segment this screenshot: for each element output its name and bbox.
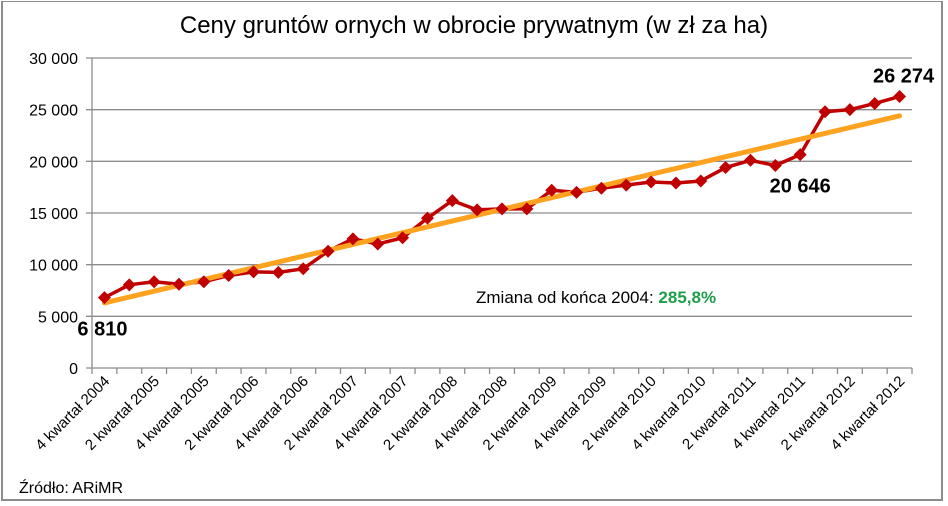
diamond-marker (793, 148, 807, 162)
diamond-marker (495, 202, 509, 216)
diamond-marker (396, 231, 410, 245)
diamond-marker (271, 265, 285, 279)
change-annotation: Zmiana od końca 2004: 285,8% (476, 288, 716, 308)
data-label: 20 646 (770, 176, 831, 198)
diamond-marker (868, 96, 882, 110)
y-tick-label: 10 000 (29, 258, 78, 275)
diamond-marker (147, 275, 161, 289)
diamond-marker (818, 105, 832, 119)
y-tick-label: 20 000 (29, 154, 78, 171)
y-tick-label: 30 000 (29, 51, 78, 68)
diamond-marker (619, 178, 633, 192)
diamond-marker (172, 277, 186, 291)
diamond-marker (893, 90, 907, 104)
diamond-marker (470, 203, 484, 217)
diamond-marker (321, 244, 335, 258)
diamond-marker (222, 269, 236, 283)
change-percent: 285,8% (658, 288, 717, 307)
diamond-marker (520, 202, 534, 216)
diamond-marker (296, 262, 310, 276)
diamond-marker (122, 278, 136, 292)
diamond-marker (843, 103, 857, 117)
diamond-marker (371, 237, 385, 251)
diamond-marker (594, 181, 608, 195)
diamond-marker (644, 175, 658, 189)
y-tick-label: 0 (69, 361, 78, 378)
change-annotation-text: Zmiana od końca 2004: (476, 288, 659, 307)
diamond-marker (346, 232, 360, 246)
diamond-marker (719, 161, 733, 175)
y-tick-label: 5 000 (38, 309, 78, 326)
diamond-marker (694, 174, 708, 188)
diamond-marker (247, 265, 261, 279)
source-label: Źródło: ARiMR (19, 480, 124, 497)
diamond-marker (669, 176, 683, 190)
y-tick-label: 25 000 (29, 103, 78, 120)
diamond-marker (97, 291, 111, 305)
diamond-marker (197, 275, 211, 289)
diamond-marker (445, 194, 459, 208)
chart-title: Ceny gruntów ornych w obrocie prywatnym … (179, 12, 769, 39)
data-label: 26 274 (873, 66, 935, 88)
diamond-marker (420, 211, 434, 225)
diamond-marker (545, 183, 559, 197)
data-label: 6 810 (77, 319, 127, 341)
diamond-marker (768, 158, 782, 172)
diamond-marker (570, 185, 584, 199)
y-tick-label: 15 000 (29, 206, 78, 223)
diamond-marker (743, 153, 757, 167)
